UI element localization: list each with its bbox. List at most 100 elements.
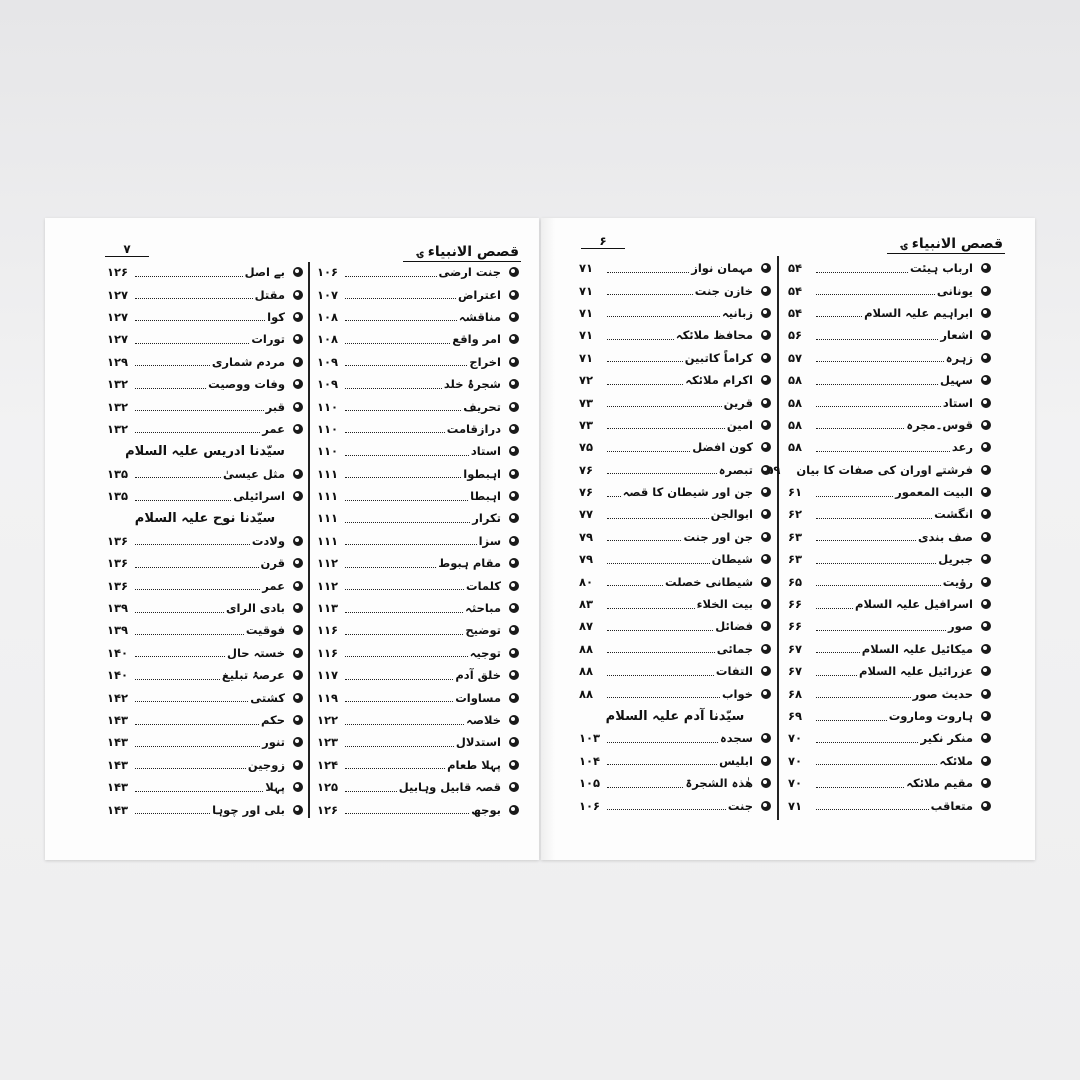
entry-page-number: ۷۰ bbox=[788, 731, 803, 746]
bullet-icon bbox=[293, 625, 303, 636]
dot-leader bbox=[345, 290, 456, 300]
entry-page-number: ۱۱۱ bbox=[317, 533, 339, 548]
entry-title: مناقشہ bbox=[458, 309, 501, 324]
entry-page-number: ۱۰۳ bbox=[579, 731, 601, 746]
dot-leader bbox=[345, 447, 469, 456]
toc-entry: استاد ۱۱۰ bbox=[317, 440, 519, 462]
entry-title: مثل عیسیٰ bbox=[223, 466, 285, 481]
entry-page-number: ۷۰ bbox=[788, 753, 803, 768]
dot-leader bbox=[345, 648, 468, 658]
left-page: قصص الانبیاءۍ ۷ جنت ارضی ۱۰۶ اعتراض ۱۰۷ مناق… bbox=[45, 218, 539, 860]
toc-entry: محافظ ملائکہ ۷۱ bbox=[579, 324, 771, 346]
toc-entry: جن اور شیطان کا قصہ ۷۶ bbox=[579, 481, 771, 503]
entry-title: متعاقب bbox=[930, 798, 973, 813]
entry-page-number: ۵۸ bbox=[788, 395, 803, 410]
bullet-icon bbox=[981, 778, 991, 789]
bullet-icon bbox=[981, 330, 991, 341]
running-header-title: قصص الانبیاءۍ bbox=[403, 244, 521, 262]
entry-title: کلمات bbox=[466, 578, 501, 593]
entry-title: کشتی bbox=[250, 690, 285, 705]
entry-title: زبانیہ bbox=[721, 305, 753, 320]
entry-title: التفات bbox=[715, 664, 753, 679]
entry-title: ابلیس bbox=[719, 753, 753, 768]
toc-entry: عمر ۱۳۲ bbox=[107, 418, 303, 440]
dot-leader bbox=[816, 689, 911, 699]
toc-entry: امر واقع ۱۰۸ bbox=[317, 328, 519, 350]
entry-title: مقام ہبوط bbox=[438, 556, 501, 571]
dot-leader bbox=[816, 510, 933, 519]
bullet-icon bbox=[293, 401, 303, 412]
dot-leader bbox=[607, 577, 664, 587]
toc-entry: سہیل ۵۸ bbox=[788, 369, 991, 391]
dot-leader bbox=[345, 492, 469, 501]
entry-title: قوس۔مجرہ bbox=[906, 417, 973, 432]
toc-entry: زبانیہ ۷۱ bbox=[579, 302, 771, 324]
dot-leader bbox=[345, 424, 445, 434]
dot-leader bbox=[135, 738, 261, 747]
entry-page-number: ۷۳ bbox=[579, 395, 594, 410]
dot-leader bbox=[816, 532, 916, 542]
entry-title: تحریف bbox=[463, 399, 501, 414]
dot-leader bbox=[135, 335, 250, 344]
toc-entry: استدلال ۱۲۳ bbox=[317, 731, 519, 753]
toc-entry: خلاصہ ۱۲۲ bbox=[317, 709, 519, 731]
bullet-icon bbox=[293, 759, 303, 770]
entry-title: جن اور شیطان کا قصہ bbox=[622, 485, 753, 500]
entry-title: خلاصہ bbox=[466, 713, 501, 727]
dot-leader bbox=[345, 514, 471, 523]
entry-title: ابراہیم علیہ السلام bbox=[864, 305, 973, 320]
bullet-icon bbox=[981, 509, 991, 520]
entry-title: عمر bbox=[262, 421, 285, 436]
bullet-icon bbox=[761, 487, 771, 498]
entry-title: تنور bbox=[262, 735, 285, 750]
entry-page-number: ۷۳ bbox=[579, 417, 594, 432]
toc-entry: ولادت ۱۳۶ bbox=[107, 530, 303, 552]
bullet-icon bbox=[761, 621, 771, 632]
toc-entry: کراماً کاتبین ۷۱ bbox=[579, 347, 771, 369]
toc-entry: قرن ۱۳۶ bbox=[107, 552, 303, 574]
bullet-icon bbox=[509, 401, 519, 412]
entry-page-number: ۱۱۰ bbox=[317, 399, 339, 414]
toc-entry: اشعار ۵۶ bbox=[788, 324, 991, 346]
entry-page-number: ۸۰ bbox=[579, 574, 594, 589]
dot-leader bbox=[135, 380, 207, 389]
entry-title: قصہ قابیل وہابیل bbox=[398, 780, 501, 795]
dot-leader bbox=[135, 312, 266, 322]
bullet-icon bbox=[981, 419, 991, 430]
bullet-icon bbox=[981, 487, 991, 498]
entry-title: شیطانی خصلت bbox=[665, 574, 753, 589]
dot-leader bbox=[816, 443, 950, 452]
entry-title: مردم شماری bbox=[211, 354, 285, 369]
bullet-icon bbox=[293, 267, 303, 278]
entry-title: استدلال bbox=[455, 735, 501, 750]
toc-entry: مباحثہ ۱۱۳ bbox=[317, 597, 519, 619]
entry-title: صور bbox=[948, 619, 973, 634]
entry-title: صف بندی bbox=[917, 529, 973, 544]
dot-leader bbox=[345, 738, 454, 747]
entry-title: فوقیت bbox=[245, 623, 285, 638]
toc-entry: پہلا ۱۴۳ bbox=[107, 776, 303, 798]
entry-page-number: ۵۷ bbox=[788, 350, 803, 365]
entry-title: قرین bbox=[723, 395, 753, 410]
toc-entry: البیت المعمور ۶۱ bbox=[788, 481, 991, 503]
entry-page-number: ۱۱۷ bbox=[317, 668, 339, 683]
toc-entry: تورات ۱۲۷ bbox=[107, 328, 303, 350]
dot-leader bbox=[345, 469, 462, 479]
entry-title: جن اور جنت bbox=[683, 529, 753, 544]
entry-page-number: ۱۱۹ bbox=[317, 690, 339, 705]
entry-title: استاد bbox=[470, 444, 501, 459]
toc-entry: ابلیس ۱۰۴ bbox=[579, 750, 771, 772]
dot-leader bbox=[607, 420, 725, 430]
entry-page-number: ۵۸ bbox=[788, 440, 803, 455]
entry-title: امین bbox=[726, 417, 753, 432]
bullet-icon bbox=[761, 666, 771, 677]
entry-page-number: ۱۲۷ bbox=[107, 309, 129, 324]
bullet-icon bbox=[761, 464, 771, 475]
toc-entry: ہاروت وماروت ۶۹ bbox=[788, 705, 991, 727]
dot-leader bbox=[135, 402, 264, 412]
bullet-icon bbox=[509, 670, 519, 681]
bullet-icon bbox=[761, 599, 771, 610]
book-title: قصص الانبیاء bbox=[911, 236, 1003, 252]
entry-page-number: ۱۲۷ bbox=[107, 287, 129, 302]
dot-leader bbox=[607, 801, 726, 811]
